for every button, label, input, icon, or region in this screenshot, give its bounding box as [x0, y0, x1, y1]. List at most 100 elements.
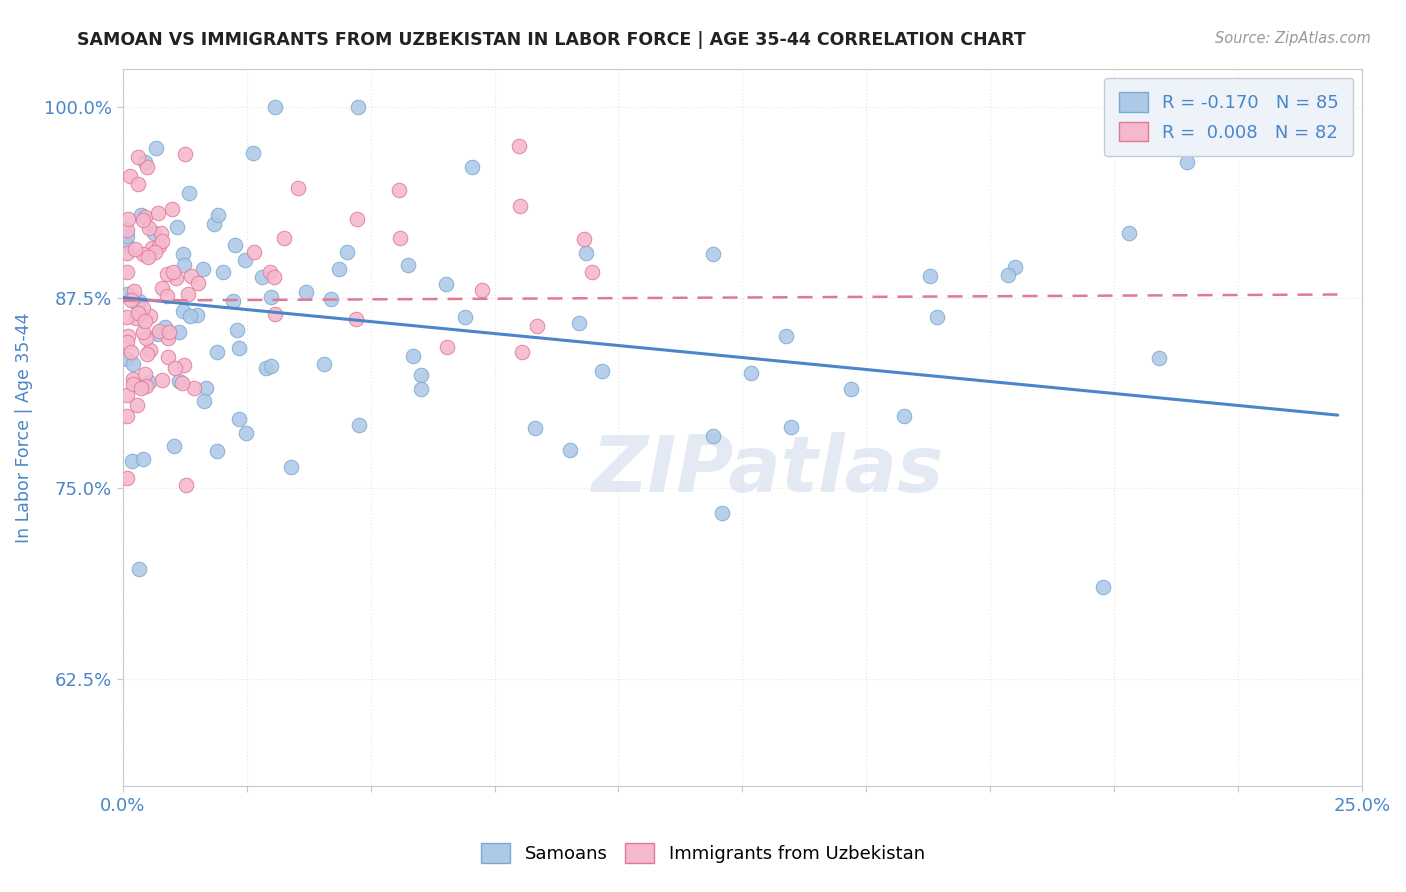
Point — [127, 398, 149, 412]
Point — [117, 310, 139, 324]
Point — [138, 220, 160, 235]
Point — [328, 262, 350, 277]
Point — [131, 301, 153, 315]
Point — [143, 227, 166, 241]
Point — [235, 252, 257, 267]
Point — [121, 372, 143, 386]
Point — [128, 293, 150, 308]
Point — [167, 375, 190, 389]
Point — [117, 409, 139, 424]
Text: SAMOAN VS IMMIGRANTS FROM UZBEKISTAN IN LABOR FORCE | AGE 35-44 CORRELATION CHAR: SAMOAN VS IMMIGRANTS FROM UZBEKISTAN IN … — [77, 31, 1026, 49]
Point — [117, 212, 139, 227]
Point — [173, 258, 195, 272]
Point — [228, 411, 250, 425]
Legend: R = -0.170   N = 85, R =  0.008   N = 82: R = -0.170 N = 85, R = 0.008 N = 82 — [1105, 78, 1354, 156]
Point — [280, 460, 302, 475]
Point — [235, 426, 257, 441]
Point — [179, 309, 201, 323]
Point — [207, 208, 229, 222]
Point — [1175, 155, 1198, 169]
Point — [346, 100, 368, 114]
Point — [344, 312, 367, 326]
Point — [264, 307, 287, 321]
Point — [205, 345, 228, 359]
Point — [180, 269, 202, 284]
Point — [134, 367, 156, 381]
Point — [163, 360, 186, 375]
Point — [242, 244, 264, 259]
Point — [254, 361, 277, 376]
Point — [134, 314, 156, 328]
Point — [568, 316, 591, 330]
Point — [131, 325, 153, 339]
Point — [205, 444, 228, 458]
Point — [509, 199, 531, 213]
Point — [125, 297, 148, 311]
Point — [117, 265, 139, 279]
Point — [195, 382, 218, 396]
Point — [172, 376, 194, 390]
Point — [508, 138, 530, 153]
Point — [156, 288, 179, 302]
Point — [135, 378, 157, 392]
Point — [263, 269, 285, 284]
Point — [162, 265, 184, 279]
Point — [193, 394, 215, 409]
Point — [138, 310, 160, 324]
Point — [159, 325, 181, 339]
Point — [145, 141, 167, 155]
Point — [156, 267, 179, 281]
Point — [117, 352, 139, 367]
Point — [287, 181, 309, 195]
Point — [193, 262, 215, 277]
Text: Source: ZipAtlas.com: Source: ZipAtlas.com — [1215, 31, 1371, 46]
Point — [893, 409, 915, 424]
Point — [132, 451, 155, 466]
Point — [120, 293, 142, 307]
Point — [127, 177, 149, 191]
Point — [1004, 260, 1026, 274]
Point — [591, 364, 613, 378]
Point — [148, 239, 170, 253]
Point — [179, 186, 201, 201]
Point — [117, 246, 139, 260]
Text: ZIPatlas: ZIPatlas — [591, 433, 943, 508]
Point — [118, 169, 141, 183]
Point — [125, 310, 148, 325]
Point — [212, 265, 235, 279]
Point — [117, 335, 139, 350]
Point — [1149, 351, 1171, 365]
Point — [228, 342, 250, 356]
Point — [157, 331, 180, 345]
Point — [134, 211, 156, 225]
Point — [349, 418, 371, 433]
Point — [1118, 227, 1140, 241]
Point — [121, 453, 143, 467]
Point — [132, 246, 155, 260]
Point — [172, 304, 194, 318]
Point — [150, 234, 173, 248]
Point — [156, 350, 179, 364]
Point — [141, 240, 163, 254]
Point — [165, 271, 187, 285]
Point — [117, 287, 139, 301]
Point — [526, 319, 548, 334]
Point — [166, 219, 188, 234]
Y-axis label: In Labor Force | Age 35-44: In Labor Force | Age 35-44 — [15, 312, 32, 542]
Point — [117, 223, 139, 237]
Point — [117, 329, 139, 343]
Point — [259, 265, 281, 279]
Point — [176, 287, 198, 301]
Point — [250, 269, 273, 284]
Point — [273, 231, 295, 245]
Point — [146, 327, 169, 342]
Point — [173, 359, 195, 373]
Point — [346, 212, 368, 227]
Point — [402, 349, 425, 363]
Point — [388, 231, 411, 245]
Point — [153, 320, 176, 334]
Point — [160, 202, 183, 216]
Point — [312, 357, 335, 371]
Point — [150, 281, 173, 295]
Point — [122, 376, 145, 391]
